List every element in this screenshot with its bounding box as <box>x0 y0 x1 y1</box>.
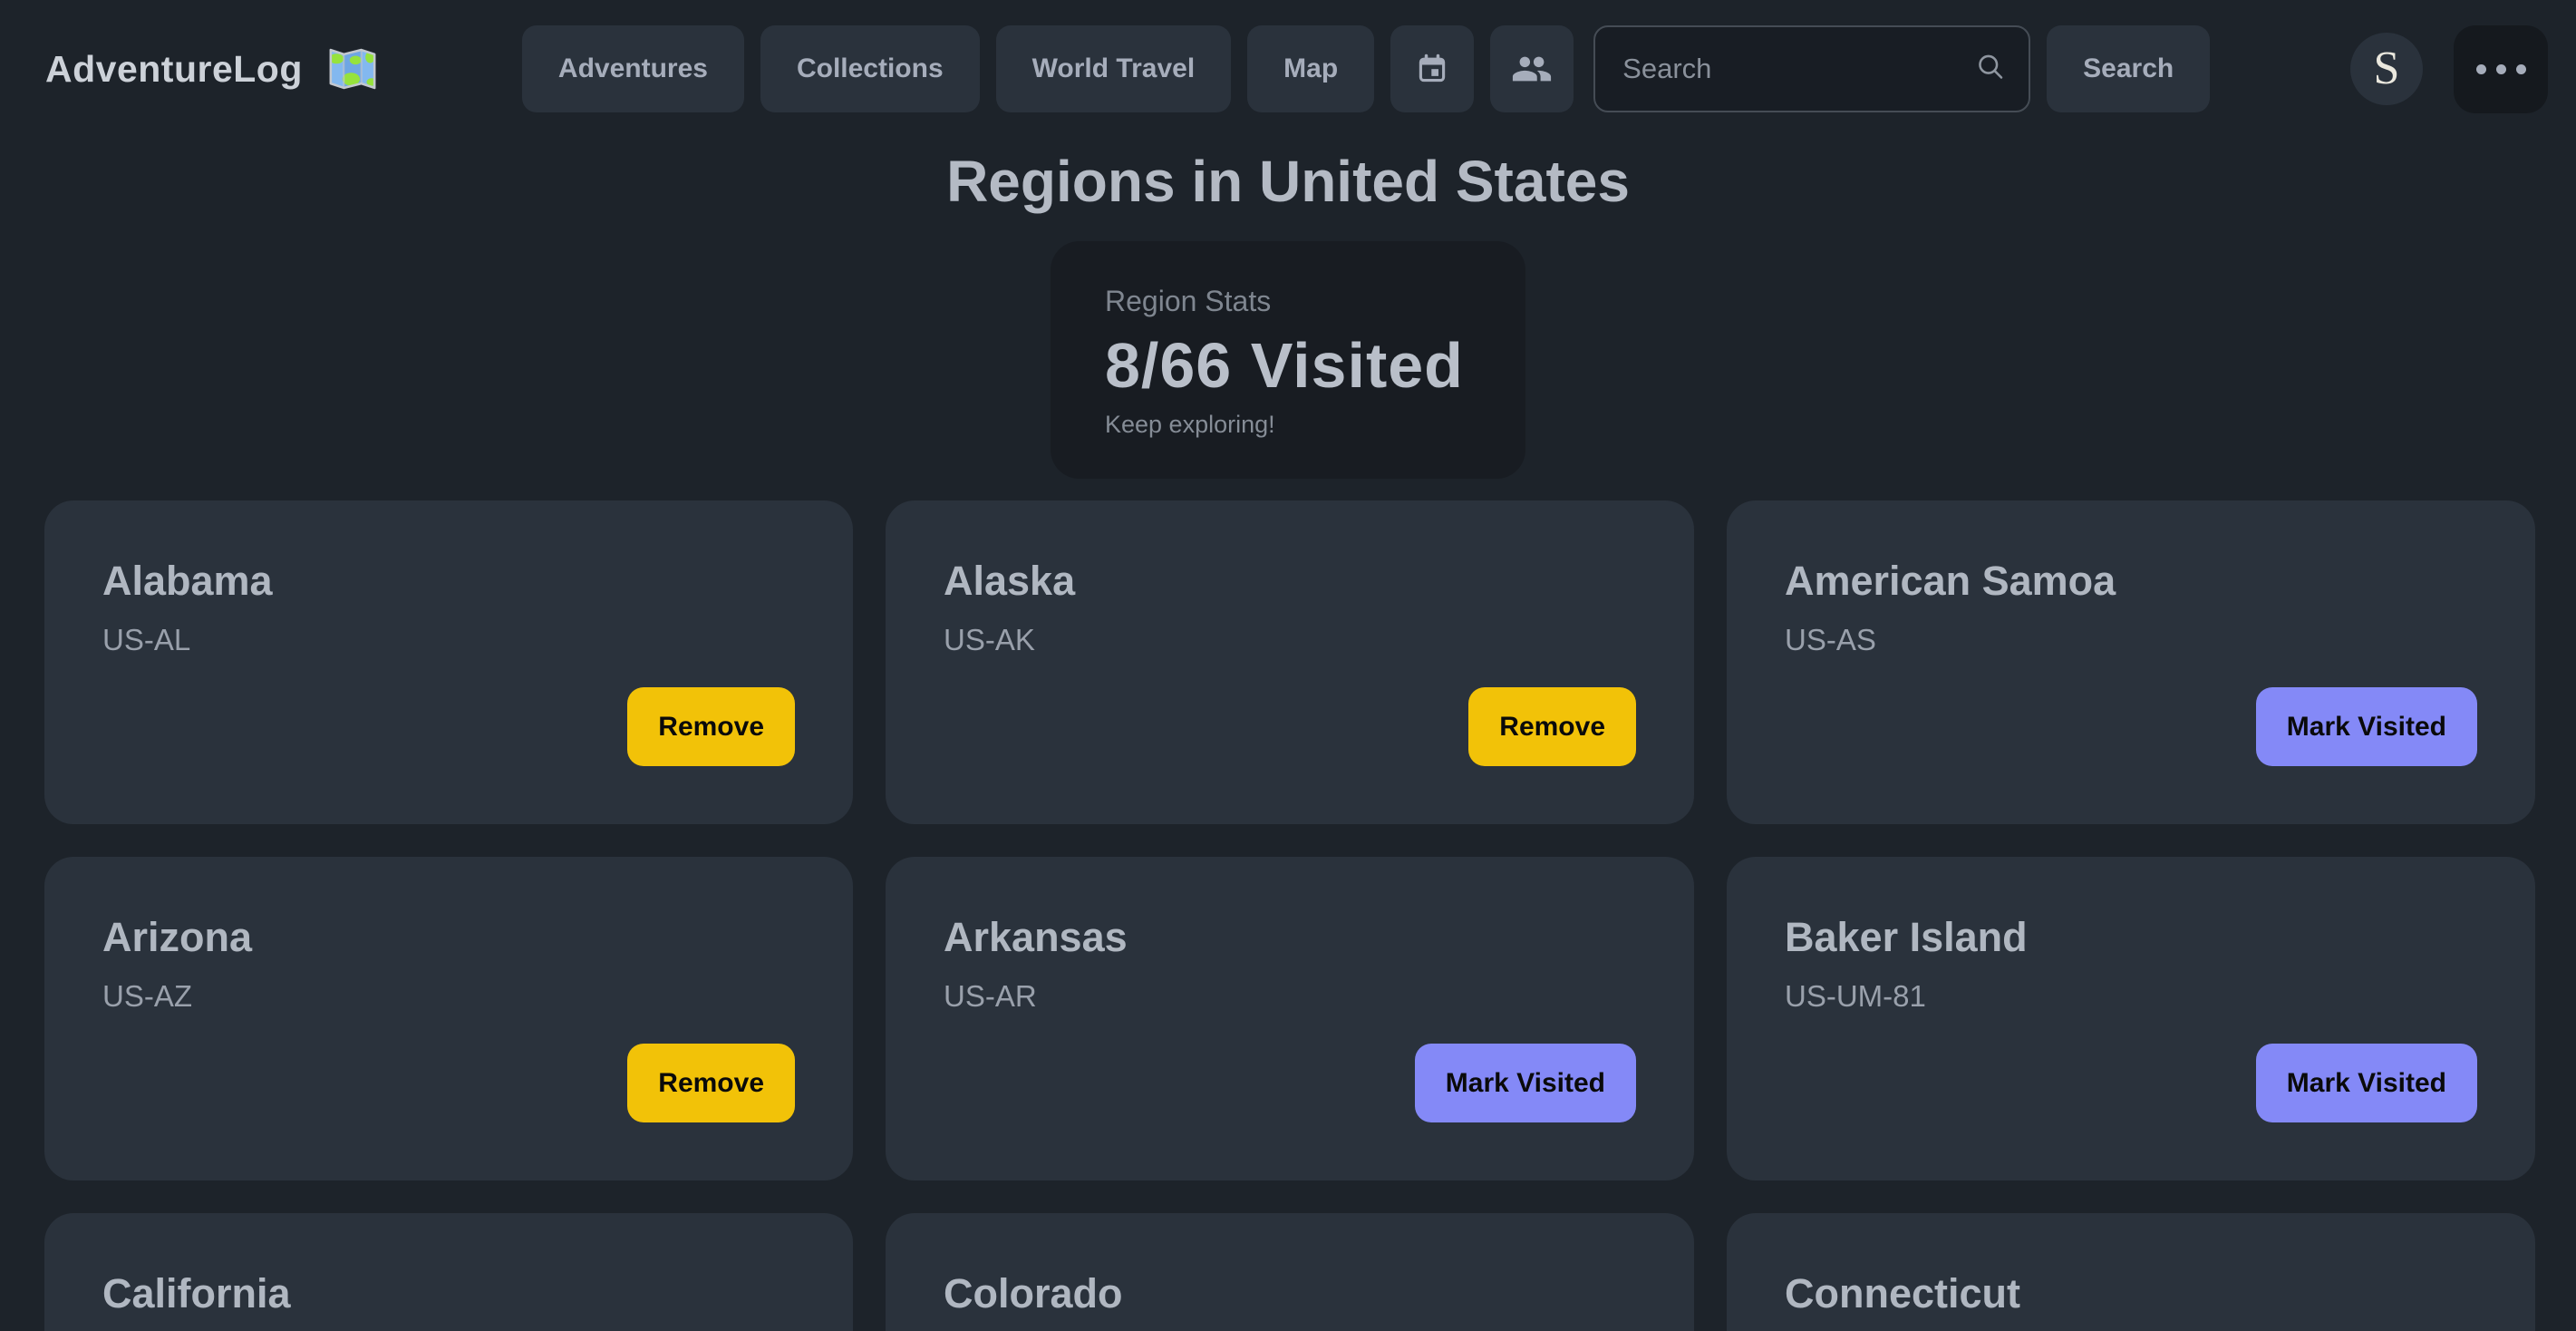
stats-value: 8/66 Visited <box>1105 330 1464 401</box>
search-area: Search <box>1593 25 2211 112</box>
search-button[interactable]: Search <box>2047 25 2211 112</box>
region-code: US-AZ <box>102 979 192 1013</box>
main-nav: Adventures Collections World Travel Map <box>521 25 1574 112</box>
card-actions: Remove <box>102 687 795 766</box>
region-name: Arizona <box>102 914 253 960</box>
card-actions: Mark Visited <box>1785 1044 2477 1122</box>
users-button[interactable] <box>1490 25 1574 112</box>
search-input[interactable] <box>1593 25 2031 112</box>
more-button[interactable] <box>2454 24 2548 113</box>
card-actions: Remove <box>944 687 1636 766</box>
nav-world-travel[interactable]: World Travel <box>995 25 1232 112</box>
nav-adventures[interactable]: Adventures <box>521 25 744 112</box>
region-code: US-AS <box>1785 623 1876 656</box>
region-card: American Samoa US-AS Mark Visited <box>1727 500 2535 824</box>
stats-desc: Keep exploring! <box>1105 411 1275 438</box>
region-stats-card: Region Stats 8/66 Visited Keep exploring… <box>1051 241 1525 479</box>
region-name: California <box>102 1270 291 1316</box>
remove-button[interactable]: Remove <box>627 1044 795 1122</box>
region-name: Alaska <box>944 558 1076 604</box>
mark-visited-button[interactable]: Mark Visited <box>2255 687 2477 766</box>
app-header: AdventureLog <box>0 0 2576 138</box>
user-avatar[interactable]: S <box>2350 33 2423 105</box>
region-name: American Samoa <box>1785 558 2116 604</box>
region-card: Arizona US-AZ Remove <box>44 857 853 1180</box>
region-name: Connecticut <box>1785 1270 2021 1316</box>
region-code: US-AK <box>944 623 1035 656</box>
mark-visited-button[interactable]: Mark Visited <box>1414 1044 1636 1122</box>
card-actions: Mark Visited <box>944 1044 1636 1122</box>
region-name: Arkansas <box>944 914 1128 960</box>
stats-label: Region Stats <box>1105 285 1272 317</box>
nav-collections[interactable]: Collections <box>760 25 980 112</box>
search-field <box>1593 25 2031 112</box>
header-right: S <box>2350 24 2548 113</box>
remove-button[interactable]: Remove <box>1468 687 1636 766</box>
mark-visited-button[interactable]: Mark Visited <box>2255 1044 2477 1122</box>
calendar-icon <box>1413 50 1451 88</box>
region-name: Colorado <box>944 1270 1123 1316</box>
regions-grid: Alabama US-AL Remove Alaska US-AK Remove Ameri… <box>44 500 2535 1331</box>
region-card: Alaska US-AK Remove <box>886 500 1694 824</box>
page-title: Regions in United States <box>946 149 1630 214</box>
calendar-button[interactable] <box>1390 25 1475 112</box>
ellipsis-icon <box>2515 63 2526 74</box>
region-card: Arkansas US-AR Mark Visited <box>886 857 1694 1180</box>
logo[interactable]: AdventureLog <box>45 43 379 95</box>
users-icon <box>1511 48 1553 90</box>
region-code: US-AL <box>102 623 191 656</box>
region-name: Alabama <box>102 558 273 604</box>
region-name: Baker Island <box>1785 914 2028 960</box>
ellipsis-icon <box>2475 63 2486 74</box>
region-card: Baker Island US-UM-81 Mark Visited <box>1727 857 2535 1180</box>
card-actions: Mark Visited <box>1785 687 2477 766</box>
remove-button[interactable]: Remove <box>627 687 795 766</box>
region-card: Alabama US-AL Remove <box>44 500 853 824</box>
region-card: ColoradoUS-CO <box>886 1213 1694 1331</box>
region-card: CaliforniaUS-CA <box>44 1213 853 1331</box>
region-card: ConnecticutUS-CT <box>1727 1213 2535 1331</box>
region-code: US-AR <box>944 979 1037 1013</box>
card-actions: Remove <box>102 1044 795 1122</box>
nav-map[interactable]: Map <box>1247 25 1375 112</box>
logo-text: AdventureLog <box>45 47 303 90</box>
map-logo-icon <box>326 43 379 95</box>
region-code: US-UM-81 <box>1785 979 1926 1013</box>
main-content: Regions in United States Region Stats 8/… <box>0 149 2576 1331</box>
avatar-letter: S <box>2373 43 2400 94</box>
ellipsis-icon <box>2495 63 2506 74</box>
